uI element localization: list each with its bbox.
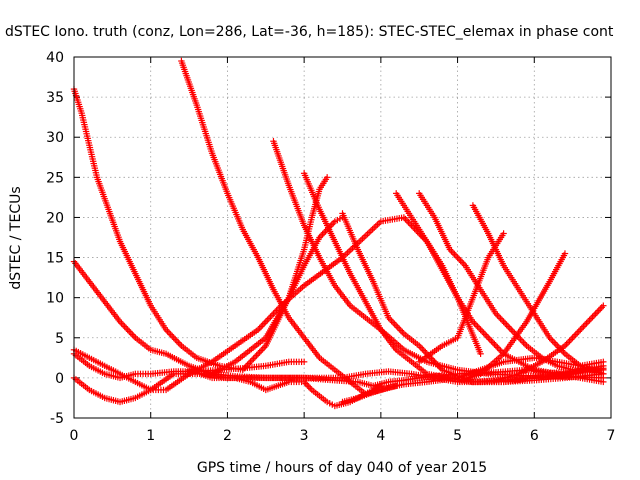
plot-area (70, 57, 607, 410)
y-tick-label: 35 (46, 90, 64, 106)
grid (74, 57, 611, 418)
x-tick-label: 1 (146, 428, 155, 444)
x-tick-label: 5 (453, 428, 462, 444)
x-tick-label: 0 (70, 428, 79, 444)
y-tick-label: 25 (46, 170, 64, 186)
x-tick-label: 2 (223, 428, 232, 444)
x-axis-ticks: 0 1 2 3 4 5 6 7 (70, 57, 616, 444)
x-tick-label: 6 (530, 428, 539, 444)
y-tick-label: 10 (46, 291, 64, 307)
x-tick-label: 3 (300, 428, 309, 444)
y-axis-ticks: -5 0 5 10 15 20 25 30 35 40 (46, 50, 611, 427)
data-series (70, 85, 331, 374)
y-tick-label: 15 (46, 251, 64, 267)
x-tick-label: 4 (376, 428, 385, 444)
chart-title: dSTEC Iono. truth (conz, Lon=286, Lat=-3… (5, 24, 614, 40)
y-tick-label: 5 (55, 331, 64, 347)
y-tick-label: 20 (46, 210, 64, 226)
data-series (300, 170, 607, 386)
y-tick-label: 30 (46, 130, 64, 146)
y-tick-label: 40 (46, 50, 64, 66)
y-tick-label: -5 (50, 411, 64, 427)
data-series (178, 57, 400, 398)
data-series (416, 190, 607, 374)
data-series (393, 190, 607, 386)
data-series (469, 202, 607, 378)
x-tick-label: 7 (607, 428, 616, 444)
y-tick-label: 0 (55, 371, 64, 387)
